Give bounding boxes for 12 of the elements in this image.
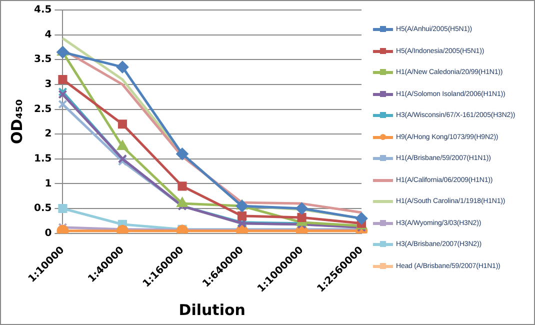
y-tick-label: 3.5 — [34, 54, 52, 66]
y-tick-label: 4 — [44, 29, 52, 40]
y-tick-label: 0 — [44, 228, 52, 239]
y-axis-title: OD₄₅₀ — [8, 99, 26, 144]
y-tick-label: 2 — [44, 128, 52, 140]
y-tick-label: 0.5 — [34, 203, 52, 214]
y-tick-label: 4.5 — [34, 4, 52, 16]
y-tick-label: 2.5 — [34, 104, 52, 115]
y-tick-label: 3 — [44, 79, 52, 90]
y-tick-label: 1 — [44, 178, 52, 190]
y-tick-label: 1.5 — [34, 153, 52, 164]
x-axis-title: Dilution — [178, 300, 246, 319]
